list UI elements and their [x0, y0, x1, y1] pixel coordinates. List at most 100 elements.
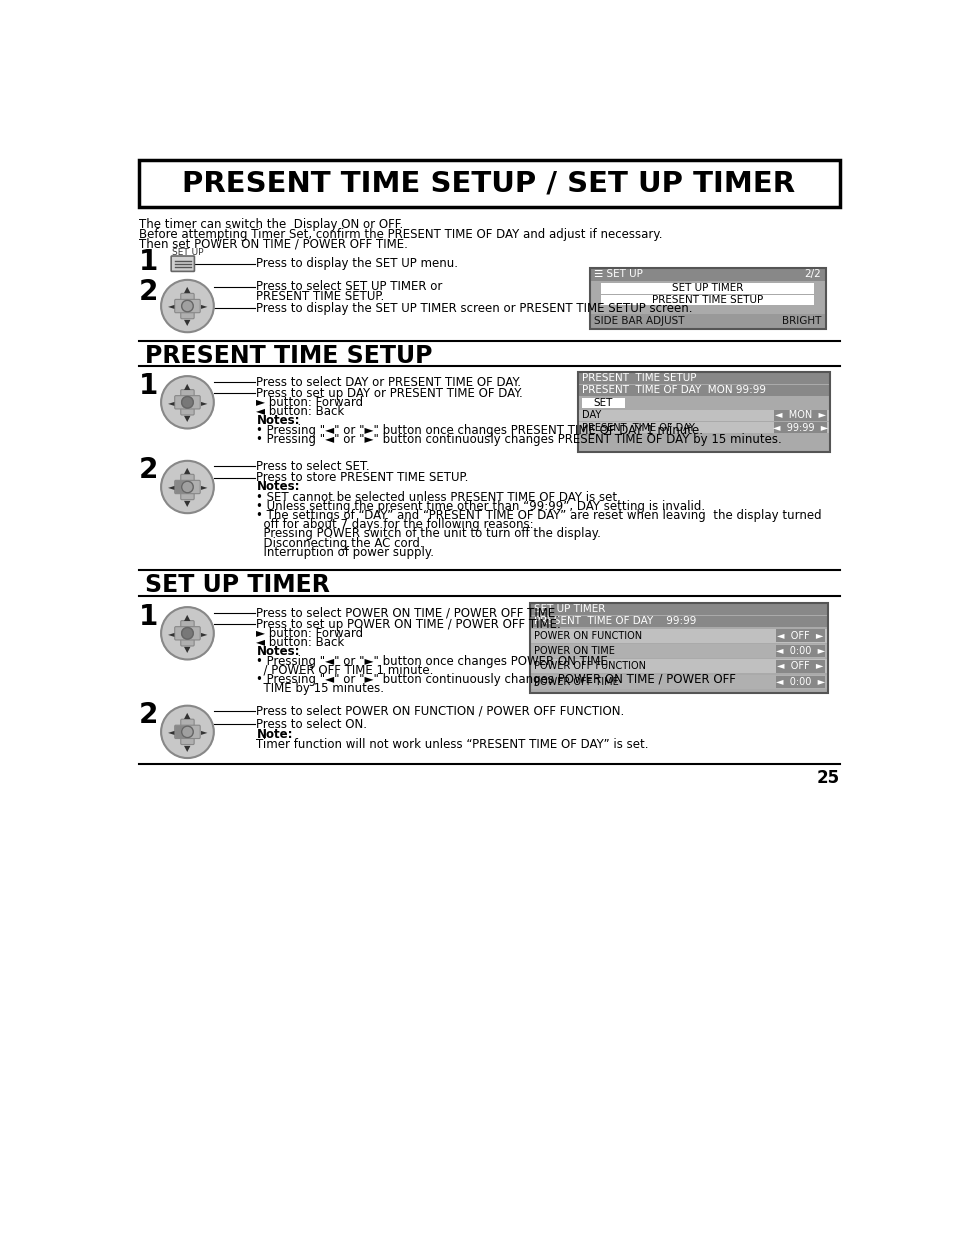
Text: TIME by 15 minutes.: TIME by 15 minutes. [256, 682, 384, 695]
Text: Timer function will not work unless “PRESENT TIME OF DAY” is set.: Timer function will not work unless “PRE… [256, 737, 648, 751]
Text: ◄: ◄ [168, 398, 174, 406]
Bar [578, 372, 829, 452]
Text: PRESENT  TIME OF DAY    99:99: PRESENT TIME OF DAY 99:99 [534, 616, 696, 626]
Text: Press to select POWER ON FUNCTION / POWER OFF FUNCTION.: Press to select POWER ON FUNCTION / POWE… [256, 705, 624, 718]
Bar [530, 615, 827, 627]
Bar [578, 384, 829, 396]
Bar [589, 268, 825, 282]
Text: ◄: ◄ [168, 727, 174, 736]
Text: PRESENT  TIME OF DAY: PRESENT TIME OF DAY [581, 422, 694, 432]
FancyBboxPatch shape [180, 389, 194, 415]
Circle shape [161, 705, 213, 758]
Bar [600, 283, 814, 294]
Bar [578, 410, 829, 421]
Text: 1: 1 [138, 603, 157, 631]
Bar [530, 603, 827, 615]
Bar [138, 159, 840, 207]
Text: ▼: ▼ [184, 499, 191, 508]
Text: Press to select ON.: Press to select ON. [256, 718, 367, 731]
Text: 2: 2 [138, 701, 158, 729]
Bar [530, 674, 827, 689]
Text: PRESENT TIME SETUP.: PRESENT TIME SETUP. [256, 289, 384, 303]
Text: Press to select POWER ON TIME / POWER OFF TIME.: Press to select POWER ON TIME / POWER OF… [256, 606, 558, 620]
FancyBboxPatch shape [174, 395, 200, 409]
Circle shape [181, 482, 193, 493]
Text: Press to select DAY or PRESENT TIME OF DAY.: Press to select DAY or PRESENT TIME OF D… [256, 375, 521, 389]
FancyBboxPatch shape [180, 294, 194, 319]
Text: 1: 1 [138, 248, 157, 277]
Text: ▲: ▲ [184, 467, 191, 475]
Bar [530, 603, 827, 693]
Text: ► button: Forward: ► button: Forward [256, 395, 363, 409]
Text: ►: ► [200, 301, 207, 310]
FancyBboxPatch shape [174, 725, 200, 739]
Circle shape [161, 377, 213, 429]
Text: POWER OFF TIME: POWER OFF TIME [534, 677, 618, 687]
Bar [589, 268, 825, 330]
Circle shape [161, 280, 213, 332]
Text: PRESENT  TIME SETUP: PRESENT TIME SETUP [581, 373, 696, 383]
Text: Press to select SET.: Press to select SET. [256, 459, 370, 473]
Text: Press to set up DAY or PRESENT TIME OF DAY.: Press to set up DAY or PRESENT TIME OF D… [256, 387, 522, 400]
Text: SET UP TIMER: SET UP TIMER [672, 283, 742, 294]
Text: ◄  99:99  ►: ◄ 99:99 ► [772, 422, 827, 432]
Text: ▼: ▼ [184, 317, 191, 327]
Text: Press to display the SET UP menu.: Press to display the SET UP menu. [256, 257, 458, 270]
Bar [775, 630, 824, 642]
Circle shape [161, 461, 213, 514]
Text: Press to set up POWER ON TIME / POWER OFF TIME.: Press to set up POWER ON TIME / POWER OF… [256, 618, 560, 631]
Bar [775, 676, 824, 688]
Bar [578, 422, 829, 433]
Text: • Unless setting the present time other than “99:99”, DAY setting is invalid.: • Unless setting the present time other … [256, 500, 705, 513]
Text: ►: ► [200, 398, 207, 406]
Text: ▲: ▲ [184, 382, 191, 390]
Text: ◄  0:00  ►: ◄ 0:00 ► [775, 646, 824, 656]
Text: DAY: DAY [581, 410, 600, 420]
Text: PRESENT TIME SETUP: PRESENT TIME SETUP [652, 295, 762, 305]
Bar [530, 629, 827, 642]
Text: • Pressing "◄" or "►" button continuously changes POWER ON TIME / POWER OFF: • Pressing "◄" or "►" button continuousl… [256, 673, 736, 685]
Text: ☰ SET UP: ☰ SET UP [594, 269, 642, 279]
Text: ◄ button: Back: ◄ button: Back [256, 405, 344, 417]
Text: Notes:: Notes: [256, 645, 299, 658]
Text: ▼: ▼ [184, 645, 191, 655]
Text: PRESENT TIME SETUP: PRESENT TIME SETUP [145, 343, 432, 368]
Text: ◄: ◄ [168, 301, 174, 310]
Bar [775, 661, 824, 673]
Text: Notes:: Notes: [256, 414, 299, 427]
Bar [775, 645, 824, 657]
Bar [530, 603, 827, 693]
Bar [600, 294, 814, 305]
Text: Then set POWER ON TIME / POWER OFF TIME.: Then set POWER ON TIME / POWER OFF TIME. [138, 237, 407, 251]
Text: 1: 1 [138, 372, 157, 400]
Bar [589, 314, 825, 327]
Text: ►: ► [200, 629, 207, 637]
Text: ◄: ◄ [168, 629, 174, 637]
Text: ►: ► [200, 727, 207, 736]
Bar [773, 410, 826, 421]
Text: BRIGHT: BRIGHT [781, 316, 821, 326]
Text: 2/2: 2/2 [803, 269, 821, 279]
Text: SET UP TIMER: SET UP TIMER [534, 604, 604, 614]
Bar [578, 372, 829, 384]
Text: Before attempting Timer Set, confirm the PRESENT TIME OF DAY and adjust if neces: Before attempting Timer Set, confirm the… [138, 228, 661, 241]
Text: ◄  OFF  ►: ◄ OFF ► [777, 631, 822, 641]
Text: SET UP TIMER: SET UP TIMER [145, 573, 330, 598]
Text: Press to display the SET UP TIMER screen or PRESENT TIME SETUP screen.: Press to display the SET UP TIMER screen… [256, 301, 692, 315]
Circle shape [161, 608, 213, 659]
Text: SET: SET [593, 398, 612, 408]
Text: Note:: Note: [256, 729, 293, 741]
Text: Notes:: Notes: [256, 480, 299, 494]
Text: ◄ button: Back: ◄ button: Back [256, 636, 344, 650]
Text: Interruption of power supply.: Interruption of power supply. [256, 546, 434, 559]
Text: • Pressing "◄" or "►" button continuously changes PRESENT TIME OF DAY by 15 minu: • Pressing "◄" or "►" button continuousl… [256, 432, 781, 446]
Text: 2: 2 [138, 278, 158, 305]
Text: POWER ON FUNCTION: POWER ON FUNCTION [534, 631, 641, 641]
FancyBboxPatch shape [174, 480, 200, 494]
Text: The timer can switch the  Display ON or OFF.: The timer can switch the Display ON or O… [138, 217, 402, 231]
Text: SIDE BAR ADJUST: SIDE BAR ADJUST [594, 316, 684, 326]
Text: POWER OFF FUNCTION: POWER OFF FUNCTION [534, 662, 645, 672]
Text: • SET cannot be selected unless PRESENT TIME OF DAY is set.: • SET cannot be selected unless PRESENT … [256, 490, 620, 504]
FancyBboxPatch shape [174, 299, 200, 312]
Text: ▲: ▲ [184, 711, 191, 720]
